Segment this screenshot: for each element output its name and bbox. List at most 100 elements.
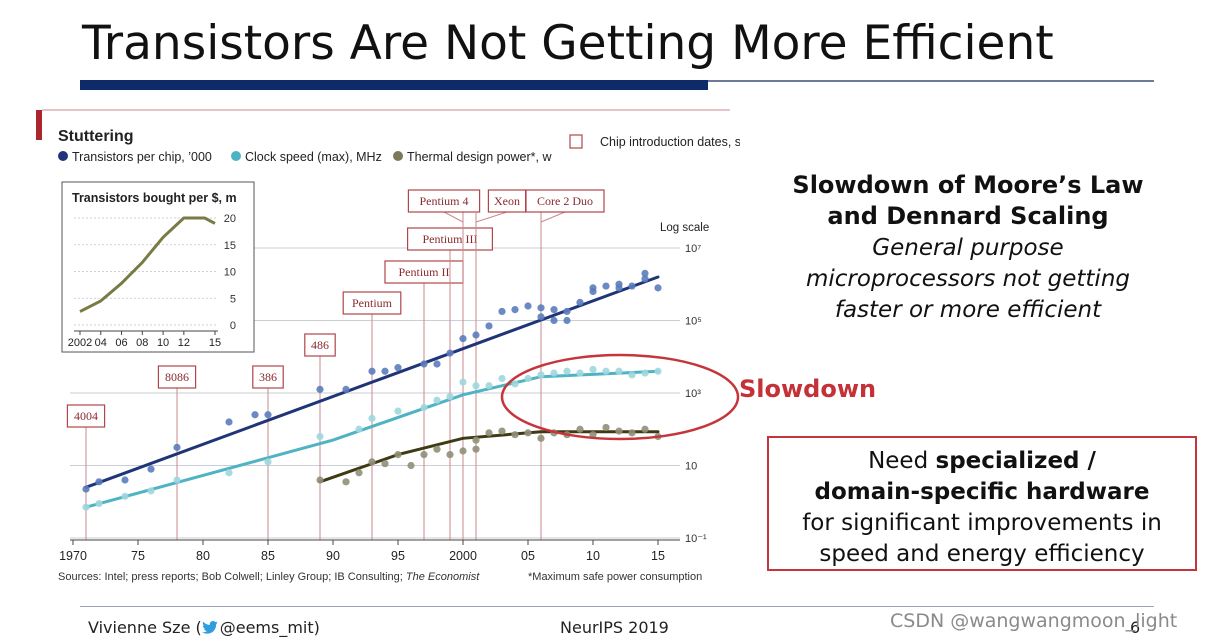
y-tick-label: 10⁻¹	[685, 533, 707, 545]
inset-x-tick-label: 08	[136, 337, 148, 349]
transistors-point	[537, 304, 545, 312]
side-sub-line2: microprocessors not getting	[805, 266, 1130, 292]
transistors-point	[420, 360, 428, 368]
clock-speed-point	[173, 476, 181, 484]
watermark: CSDN @wangwangmoon_light	[890, 610, 1178, 632]
inset-x-tick-label: 10	[157, 337, 169, 349]
clock-speed-point	[225, 469, 233, 477]
need-hardware-box: Need specialized / domain-specific hardw…	[767, 436, 1197, 571]
transistors-point	[316, 385, 324, 393]
clock-speed-point	[498, 374, 506, 383]
clock-speed-point	[394, 407, 402, 415]
clock-speed-point	[121, 492, 129, 500]
chip-leader-line	[475, 211, 508, 223]
transistors-point	[576, 298, 584, 306]
chip-label: 4004	[74, 409, 98, 423]
chip-label-box	[157, 365, 197, 389]
chip-introduction-markers: 4004 8086 386 486 Pentium Pentium II Pentium I…	[66, 189, 605, 540]
transistors-point	[95, 478, 103, 486]
transistors-point	[381, 367, 389, 375]
transistors-point	[589, 287, 597, 296]
clock-speed-point	[589, 365, 597, 374]
x-tick-label: 2000	[449, 549, 477, 563]
y-tick-label: 10	[685, 461, 697, 473]
inset-x-tick-label: 12	[178, 337, 190, 349]
inset-x-tick-label: 15	[209, 337, 221, 349]
transistors-point	[368, 367, 376, 375]
footer-page-number: 6	[1130, 618, 1141, 637]
inset-title: Transistors bought per $, m	[72, 191, 237, 205]
inset-chart: Transistors bought per $, m 20 15 10 5 0 200…	[61, 181, 255, 353]
thermal-power-point	[485, 429, 493, 437]
inset-x-tick-label: 06	[115, 337, 127, 349]
clock-speed-point	[82, 503, 90, 511]
inset-y-tick-label: 0	[230, 320, 236, 332]
legend-label-transistors: Transistors per chip, ’000	[72, 150, 212, 164]
slowdown-label: Slowdown	[739, 375, 877, 403]
chip-label: Xeon	[494, 194, 520, 208]
chip-label-box	[525, 189, 605, 213]
thermal-power-point	[420, 451, 428, 459]
main-chart-title: Stuttering	[58, 128, 134, 145]
need-line-4: speed and energy efficiency	[819, 541, 1145, 567]
inset-y-ticks: 20 15 10 5 0	[74, 213, 236, 332]
thermal-power-point	[628, 429, 636, 437]
inset-transistors-per-dollar-line	[79, 216, 216, 313]
title-underline-bar	[80, 80, 708, 90]
clock-speed-point	[524, 374, 532, 383]
inset-y-tick-label: 15	[224, 240, 236, 252]
footer-author-handle: @eems_mit)	[219, 618, 320, 637]
thermal-power-point	[394, 451, 402, 459]
clock-speed-point	[420, 403, 428, 412]
transistors-point	[147, 465, 155, 473]
inset-y-tick-label: 10	[224, 267, 236, 279]
legend-swatch-clock	[231, 151, 241, 161]
x-tick-label: 10	[586, 549, 600, 563]
stuttering-chart: Stuttering Transistors per chip, ’000 Cl…	[36, 109, 740, 583]
chip-label: Pentium	[352, 296, 393, 310]
side-heading-line2: and Dennard Scaling	[827, 202, 1109, 230]
thermal-power-point	[576, 425, 584, 433]
clock-speed-point	[602, 367, 610, 375]
clock-speed-point	[459, 378, 467, 386]
chip-label: 386	[259, 370, 277, 384]
thermal-power-point	[316, 476, 324, 484]
clock-speed-point	[264, 458, 272, 466]
chip-label-box	[304, 333, 336, 357]
transistors-point	[641, 275, 649, 283]
inset-x-tick-label: 2002	[68, 337, 92, 349]
transistors-point	[511, 306, 519, 314]
thermal-power-point	[511, 431, 519, 439]
transistors-point	[446, 349, 454, 357]
legend-label-clock: Clock speed (max), MHz	[245, 150, 382, 164]
thermal-power-point	[589, 431, 597, 439]
y-tick-label: 10³	[685, 388, 701, 400]
x-tick-label: 95	[391, 549, 405, 563]
side-subheading: General purpose microprocessors not gett…	[738, 233, 1198, 326]
clock-speed-point	[485, 382, 493, 390]
thermal-power-point	[446, 451, 454, 459]
transistors-point	[342, 385, 350, 393]
twitter-bird-icon	[201, 621, 218, 634]
legend-label-power: Thermal design power*, w	[407, 150, 552, 164]
transistors-point	[472, 331, 480, 339]
x-tick-label: 05	[521, 549, 535, 563]
x-tick-label: 80	[196, 549, 210, 563]
transistors-point	[628, 282, 636, 290]
chip-label: 8086	[165, 370, 189, 384]
slowdown-ellipse	[500, 353, 740, 441]
need-line-1-bold: specialized /	[935, 448, 1096, 474]
transistors-trend-line	[84, 275, 660, 489]
thermal-power-point	[355, 469, 363, 477]
x-tick-label: 75	[131, 549, 145, 563]
thermal-power-point	[381, 460, 389, 468]
transistors-point	[82, 485, 90, 493]
clock-speed-point	[628, 371, 636, 379]
clock-speed-point	[147, 487, 155, 495]
sources-note: Sources: Intel; press reports; Bob Colwe…	[58, 571, 480, 583]
thermal-power-point	[498, 427, 506, 435]
thermal-power-point	[602, 423, 610, 432]
title-underline-rule	[708, 80, 1154, 82]
need-line-3: for significant improvements in	[802, 510, 1162, 536]
footer-venue: NeurIPS 2019	[560, 618, 669, 637]
